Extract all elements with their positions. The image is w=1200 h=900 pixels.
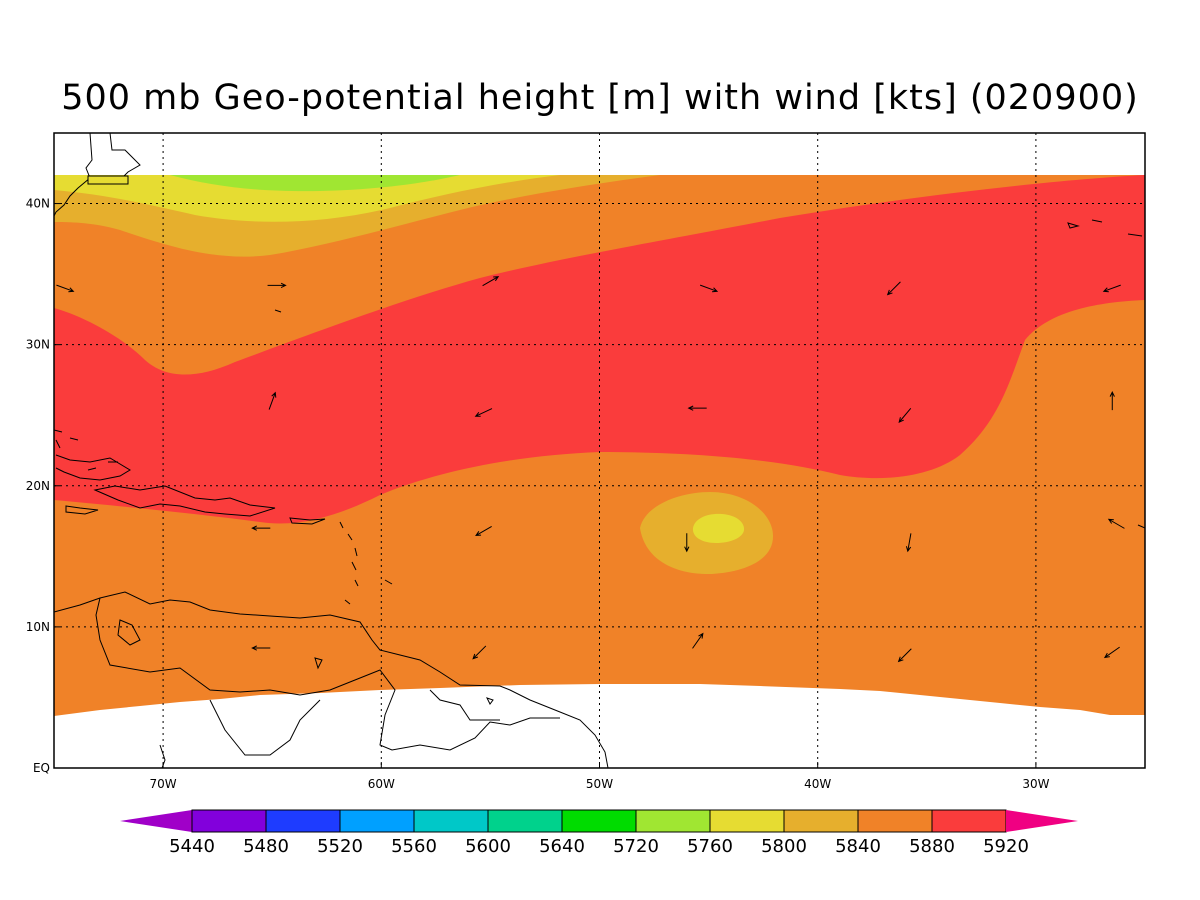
lon-tick-label: 60W xyxy=(368,777,395,791)
wind-arrow xyxy=(692,632,704,649)
cuba-hispaniola-coast xyxy=(55,454,326,525)
colorbar-level-label: 5560 xyxy=(391,836,437,857)
lat-tick-label: EQ xyxy=(33,761,50,775)
lat-tick-label: 30N xyxy=(26,338,50,352)
colorbar-swatch xyxy=(635,809,711,833)
lon-tick-label: 40W xyxy=(804,777,831,791)
wind-arrow xyxy=(897,648,912,663)
wind-arrow xyxy=(1102,284,1121,293)
wind-arrow xyxy=(1109,390,1115,411)
contour-bubble-5760 xyxy=(692,513,745,543)
lat-tick-label: 20N xyxy=(26,479,50,493)
colorbar-level-label: 5800 xyxy=(761,836,807,857)
wind-arrow xyxy=(482,276,500,287)
wind-arrow xyxy=(474,408,493,417)
colorbar-swatch xyxy=(857,809,933,833)
trinidad xyxy=(314,657,494,705)
colorbar-level-label: 5720 xyxy=(613,836,659,857)
colorbar-level-label: 5880 xyxy=(909,836,955,857)
wind-arrow xyxy=(267,282,287,289)
colorbar-swatch xyxy=(265,809,341,833)
colorbar-level-label: 5920 xyxy=(983,836,1029,857)
wind-arrow xyxy=(905,533,912,553)
north-america-coast xyxy=(54,133,93,217)
wind-arrow xyxy=(472,645,487,660)
colorbar-swatch xyxy=(413,809,489,833)
south-america-inland xyxy=(95,597,560,768)
colorbar-swatch xyxy=(931,809,1007,833)
wind-arrow xyxy=(475,525,492,537)
colorbar-swatch xyxy=(561,809,637,833)
lat-tick-label: 10N xyxy=(26,620,50,634)
south-america-coast xyxy=(54,591,609,768)
colorbar-max-triangle xyxy=(1006,810,1078,832)
colorbar-swatch xyxy=(487,809,563,833)
colorbar-level-label: 5600 xyxy=(465,836,511,857)
wind-arrow xyxy=(687,405,707,411)
coastlines xyxy=(54,133,1145,768)
wind-arrow xyxy=(251,525,271,531)
colorbar-swatch xyxy=(191,809,267,833)
wind-arrow xyxy=(699,284,719,293)
colorbar-level-label: 5840 xyxy=(835,836,881,857)
colorbar-level-label: 5640 xyxy=(539,836,585,857)
colorbar-level-label: 5440 xyxy=(169,836,215,857)
colorbar-level-label: 5480 xyxy=(243,836,289,857)
colorbar-level-label: 5760 xyxy=(687,836,733,857)
colorbar-min-triangle xyxy=(120,810,192,832)
lon-tick-label: 50W xyxy=(586,777,613,791)
colorbar-level-label: 5520 xyxy=(317,836,363,857)
wind-arrow xyxy=(56,284,75,293)
axis-labels: 70W 60W 50W 40W 30W EQ 10N 20N 30N 40N xyxy=(26,197,1050,791)
wind-arrow xyxy=(1107,518,1125,529)
wind-arrow xyxy=(684,533,690,553)
lat-lon-grid xyxy=(54,133,1145,768)
bahamas xyxy=(54,429,118,471)
wind-arrow xyxy=(898,408,912,423)
wind-arrow xyxy=(1103,646,1120,659)
atlantic-islands xyxy=(274,219,1145,529)
new-england-coast xyxy=(97,133,141,183)
wind-arrow xyxy=(251,645,271,651)
colorbar: 5440 5480 5520 5560 5600 5640 5720 5760 5800 5840… xyxy=(120,809,1078,857)
colorbar-swatch xyxy=(339,809,415,833)
map-title: 500 mb Geo-potential height [m] with win… xyxy=(61,78,1139,118)
lon-tick-label: 70W xyxy=(150,777,177,791)
wind-vectors xyxy=(56,276,1125,663)
colorbar-swatch xyxy=(783,809,859,833)
contour-band-5720 xyxy=(170,175,460,192)
contour-band-5760 xyxy=(54,175,560,222)
wind-arrow xyxy=(268,391,277,410)
wind-arrow xyxy=(886,281,901,296)
lon-tick-label: 30W xyxy=(1022,777,1049,791)
lesser-antilles xyxy=(339,521,393,605)
long-island xyxy=(87,175,129,185)
colorbar-swatch xyxy=(709,809,785,833)
lat-tick-label: 40N xyxy=(26,197,50,211)
